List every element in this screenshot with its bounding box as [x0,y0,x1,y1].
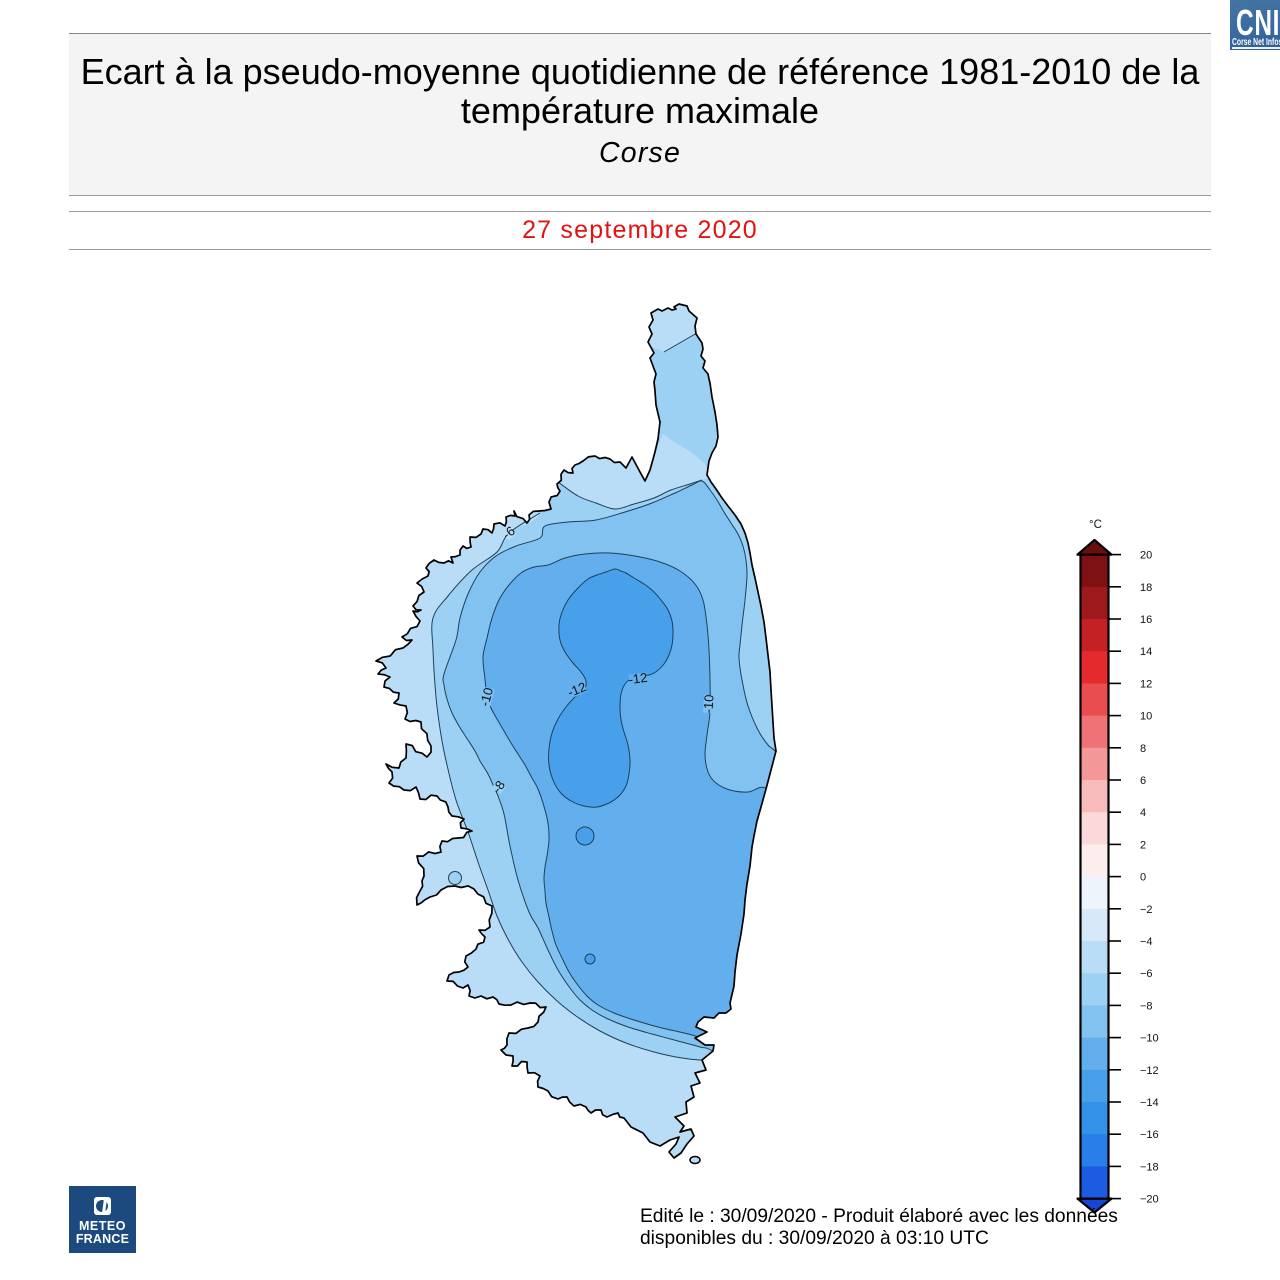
svg-text:−18: −18 [1140,1161,1159,1173]
svg-text:−12: −12 [1140,1065,1159,1077]
svg-text:4: 4 [1140,807,1146,819]
svg-text:16: 16 [1140,614,1152,626]
svg-text:12: 12 [1140,678,1152,690]
svg-text:−16: −16 [1140,1129,1159,1141]
svg-text:°C: °C [1089,519,1102,531]
svg-text:−20: −20 [1140,1194,1159,1206]
svg-text:−6: −6 [1140,968,1153,980]
svg-text:8: 8 [1140,743,1146,755]
svg-text:18: 18 [1140,582,1152,594]
svg-text:−14: −14 [1140,1097,1159,1109]
svg-text:−8: −8 [1140,1000,1153,1012]
svg-text:−4: −4 [1140,936,1153,948]
svg-text:-12: -12 [565,679,588,700]
svg-text:0: 0 [1140,872,1146,884]
svg-text:10: 10 [1140,711,1152,723]
svg-text:2: 2 [1140,839,1146,851]
svg-text:20: 20 [1140,550,1152,562]
svg-text:6: 6 [1140,775,1146,787]
svg-text:-10: -10 [700,694,716,714]
svg-text:−10: −10 [1140,1033,1159,1045]
svg-text:14: 14 [1140,646,1152,658]
svg-text:-10: -10 [477,686,496,708]
svg-text:-12: -12 [628,670,649,687]
svg-text:−2: −2 [1140,904,1153,916]
